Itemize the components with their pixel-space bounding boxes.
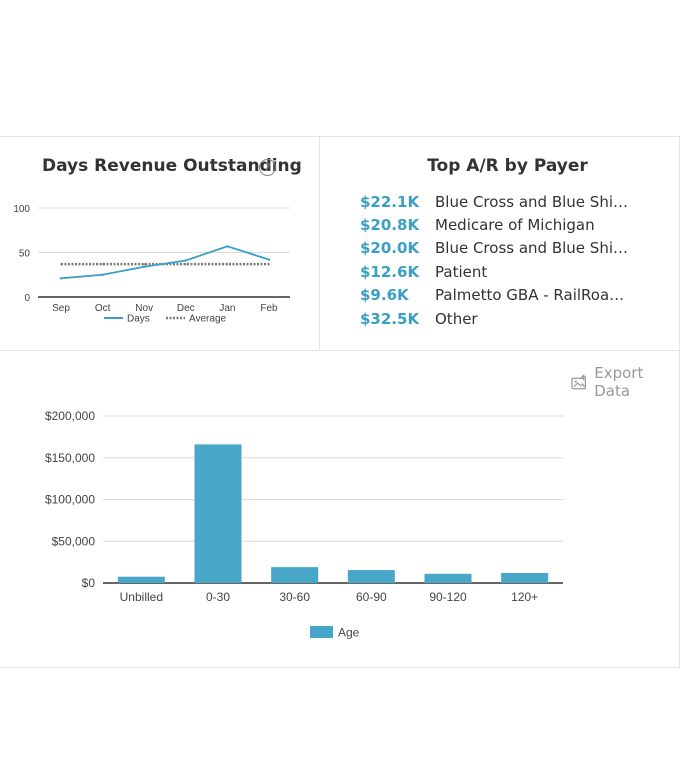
days-line — [60, 245, 270, 280]
bar-90-120 — [424, 573, 472, 583]
y-tick-label: $150,000 — [45, 451, 95, 465]
payer-name: Other — [435, 309, 478, 328]
payer-row[interactable]: $32.5K Other — [360, 307, 633, 330]
x-tick-label: Oct — [95, 303, 111, 314]
export-data-label: Export Data — [594, 364, 644, 400]
bar-0-30 — [194, 444, 242, 583]
legend-age-label: Age — [338, 626, 360, 640]
x-tick-label: Feb — [260, 303, 278, 314]
days-point — [184, 259, 187, 262]
payer-amount: $22.1K — [360, 192, 420, 211]
days-point — [101, 273, 104, 276]
y-tick-label: $0 — [82, 576, 96, 590]
days-point — [143, 265, 146, 268]
days-revenue-chart: 0 50 100 Sep Oct Nov Dec Jan Feb Days Average — [13, 204, 290, 325]
days-revenue-title: Days Revenue Outstanding — [42, 156, 302, 176]
payer-row[interactable]: $9.6K Palmetto GBA - RailRoad M… — [360, 284, 633, 307]
x-tick-label: 30-60 — [279, 590, 310, 604]
ar-aging-chart: $0 $50,000 $100,000 $150,000 $200,000 Unbille… — [45, 409, 563, 640]
x-tick-label: Unbilled — [120, 590, 163, 604]
y-tick-label: 0 — [24, 293, 30, 304]
days-point — [59, 277, 63, 280]
export-data-button[interactable]: Export Data — [571, 364, 680, 400]
x-tick-label: Dec — [177, 303, 195, 314]
payer-amount: $9.6K — [360, 286, 409, 305]
payer-name: Palmetto GBA - RailRoad M… — [435, 286, 633, 305]
x-tick-label: 60-90 — [356, 590, 387, 604]
days-revenue-panel — [0, 136, 320, 351]
days-point — [226, 245, 229, 248]
bar-unbilled — [117, 576, 165, 583]
bar-60-90 — [347, 570, 395, 583]
top-ar-title: Top A/R by Payer — [427, 156, 588, 176]
days-point — [267, 258, 271, 261]
help-icon[interactable]: ? — [259, 159, 276, 176]
y-tick-label: $200,000 — [45, 409, 95, 423]
average-point — [60, 263, 62, 265]
x-tick-label: 0-30 — [206, 590, 230, 604]
export-image-icon — [571, 374, 587, 389]
payer-amount: $20.0K — [360, 239, 420, 258]
average-point — [101, 263, 104, 265]
payer-amount: $32.5K — [360, 309, 420, 328]
legend-average-label: Average — [189, 314, 227, 325]
payer-name: Patient — [435, 262, 488, 281]
bar-120- — [501, 572, 549, 583]
payer-row[interactable]: $20.0K Blue Cross and Blue Shield … — [360, 237, 633, 260]
y-tick-label: 100 — [13, 204, 30, 215]
average-point — [268, 263, 270, 265]
payer-amount: $20.8K — [360, 216, 420, 235]
payer-row[interactable]: $20.8K Medicare of Michigan — [360, 213, 633, 236]
payer-list: $22.1K Blue Cross and Blue Shield … $20.… — [360, 190, 633, 330]
y-tick-label: $50,000 — [52, 534, 96, 548]
legend-age-swatch — [310, 626, 333, 638]
payer-name: Medicare of Michigan — [435, 216, 595, 235]
payer-name: Blue Cross and Blue Shield … — [435, 239, 633, 258]
x-tick-label: 120+ — [511, 590, 538, 604]
payer-amount: $12.6K — [360, 262, 420, 281]
payer-row[interactable]: $22.1K Blue Cross and Blue Shield … — [360, 190, 633, 213]
y-tick-label: 50 — [19, 249, 31, 260]
payer-name: Blue Cross and Blue Shield … — [435, 192, 633, 211]
average-point — [185, 263, 187, 265]
average-point — [226, 263, 229, 265]
average-point — [143, 263, 145, 265]
x-tick-label: Sep — [52, 303, 70, 314]
y-tick-label: $100,000 — [45, 493, 95, 507]
payer-row[interactable]: $12.6K Patient — [360, 260, 633, 283]
x-tick-label: Jan — [219, 303, 235, 314]
bar-30-60 — [271, 567, 319, 583]
x-tick-label: 90-120 — [429, 590, 467, 604]
legend-days-label: Days — [127, 314, 150, 325]
x-tick-label: Nov — [135, 303, 153, 314]
